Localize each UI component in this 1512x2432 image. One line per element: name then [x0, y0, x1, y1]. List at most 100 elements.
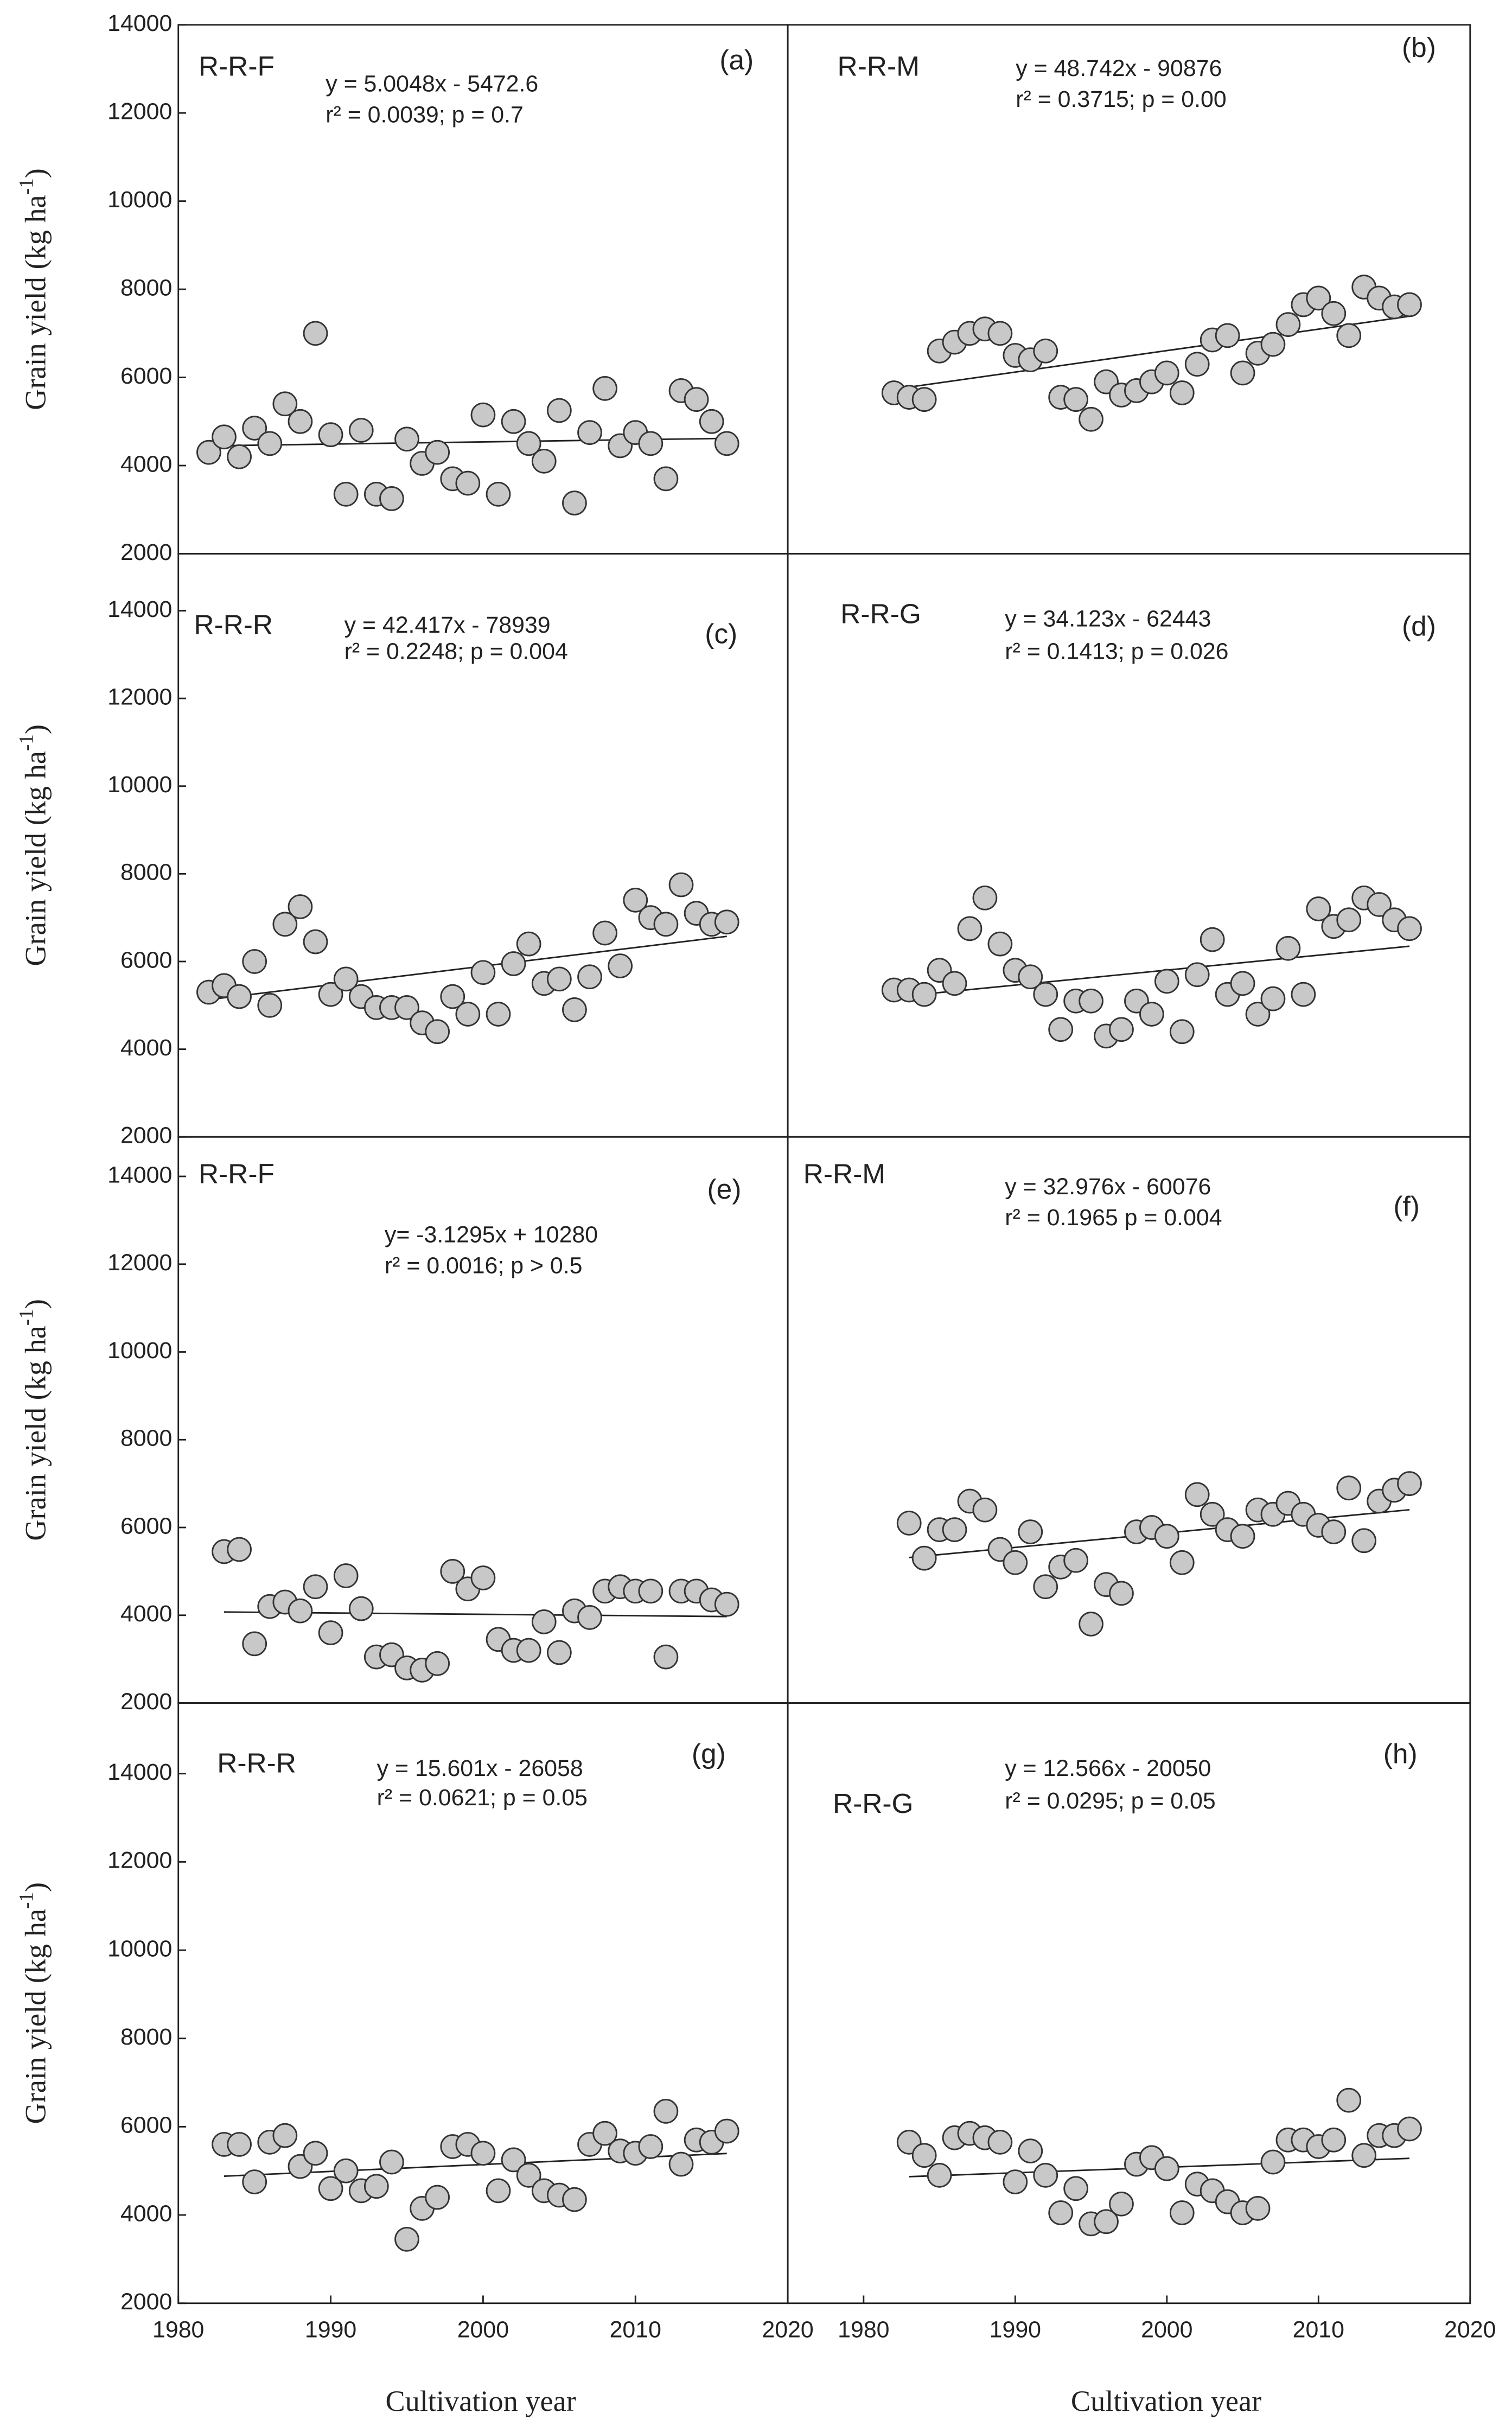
equation: y = 5.0048x - 5472.6 — [326, 71, 538, 97]
data-point — [1321, 301, 1347, 326]
data-point — [1094, 2209, 1119, 2234]
data-point — [1200, 927, 1225, 952]
data-point — [1200, 1501, 1225, 1527]
data-point — [1003, 2169, 1028, 2194]
data-point — [1003, 1550, 1028, 1575]
data-point — [957, 916, 983, 941]
data-point — [318, 1620, 343, 1646]
data-point — [1260, 2149, 1286, 2175]
data-point — [1184, 1482, 1210, 1507]
x-tick-label: 1980 — [838, 2317, 889, 2343]
data-point — [592, 920, 617, 946]
data-point — [455, 470, 481, 496]
data-point — [1245, 2196, 1271, 2221]
data-point — [227, 2132, 252, 2157]
data-point — [1018, 1519, 1043, 1544]
y-tick-label: 8000 — [120, 275, 172, 301]
data-point — [1230, 360, 1255, 386]
data-point — [638, 431, 664, 456]
data-point — [1397, 916, 1422, 941]
statistics: r² = 0.0295; p = 0.05 — [1005, 1788, 1215, 1814]
data-point — [562, 491, 587, 515]
data-point — [911, 982, 937, 1007]
x-axis-label: Cultivation year — [385, 2385, 576, 2417]
data-point — [911, 1545, 937, 1571]
data-point — [425, 2185, 450, 2210]
data-point — [379, 2149, 404, 2175]
y-tick-label: 10000 — [107, 1338, 172, 1364]
data-point — [531, 449, 557, 474]
y-tick-label: 14000 — [107, 10, 172, 36]
data-point — [486, 2178, 511, 2204]
y-tick-label: 8000 — [120, 1425, 172, 1451]
data-point — [1230, 971, 1255, 996]
data-point — [1063, 1548, 1088, 1573]
data-point — [577, 420, 602, 445]
data-point — [394, 2226, 419, 2252]
data-point — [911, 387, 937, 412]
data-point — [1048, 2200, 1074, 2225]
x-tick-label: 2010 — [1293, 2317, 1344, 2343]
data-point — [1184, 352, 1210, 377]
y-axis-label-part: ) — [20, 724, 52, 734]
data-point — [1215, 323, 1240, 348]
data-point — [1154, 2156, 1179, 2181]
data-point — [470, 2141, 496, 2166]
data-point — [470, 960, 496, 985]
trend-line — [894, 945, 1410, 998]
equation: y = 15.601x - 26058 — [377, 1755, 583, 1781]
y-tick-label: 2000 — [120, 539, 172, 565]
treatment-label: R-R-F — [199, 1157, 275, 1189]
x-tick-label: 1990 — [990, 2317, 1041, 2343]
y-tick-label: 4000 — [120, 1035, 172, 1061]
data-point — [546, 398, 572, 423]
data-point — [1109, 1017, 1134, 1042]
y-tick-label: 14000 — [107, 1759, 172, 1785]
data-point — [653, 912, 679, 937]
data-point — [425, 1651, 450, 1676]
statistics: r² = 0.0039; p = 0.7 — [326, 102, 524, 128]
equation: y = 12.566x - 20050 — [1005, 1755, 1211, 1781]
treatment-label: R-R-M — [838, 50, 920, 81]
data-point — [1109, 1581, 1134, 1606]
data-point — [1321, 1519, 1347, 1544]
data-point — [987, 931, 1013, 957]
data-point — [1033, 2163, 1058, 2188]
data-point — [653, 2099, 679, 2124]
data-point — [425, 440, 450, 465]
data-point — [1154, 360, 1179, 386]
data-point — [455, 1002, 481, 1027]
data-point — [303, 1574, 328, 1600]
treatment-label: R-R-G — [840, 597, 921, 629]
data-point — [501, 951, 526, 976]
y-tick-label: 10000 — [107, 187, 172, 213]
y-axis-label: Grain yield (kg ha-1) — [15, 1882, 52, 2124]
y-tick-label: 12000 — [107, 1848, 172, 1874]
y-tick-label: 8000 — [120, 860, 172, 886]
data-point — [668, 872, 694, 897]
data-point — [348, 418, 374, 443]
equation: y = 32.976x - 60076 — [1005, 1174, 1211, 1200]
data-point — [562, 997, 587, 1022]
data-point — [227, 1537, 252, 1562]
data-point — [1306, 285, 1331, 311]
data-point — [227, 444, 252, 469]
data-point — [623, 887, 648, 913]
data-point — [577, 1605, 602, 1630]
data-point — [972, 885, 998, 911]
data-point — [714, 431, 739, 456]
data-point — [257, 431, 283, 456]
data-point — [1336, 907, 1362, 933]
data-point — [714, 1591, 739, 1617]
y-axis-label-part: ) — [20, 168, 52, 178]
y-axis-label-part: -1 — [15, 1309, 37, 1326]
data-point — [1336, 1475, 1362, 1501]
panel-letter: (c) — [705, 618, 737, 650]
data-point — [288, 1598, 313, 1624]
y-axis-label-part: -1 — [15, 734, 37, 751]
equation: y = 42.417x - 78939 — [344, 612, 551, 638]
data-point — [1033, 1574, 1058, 1600]
data-point — [363, 2174, 389, 2199]
data-point — [227, 984, 252, 1009]
data-point — [394, 426, 419, 452]
